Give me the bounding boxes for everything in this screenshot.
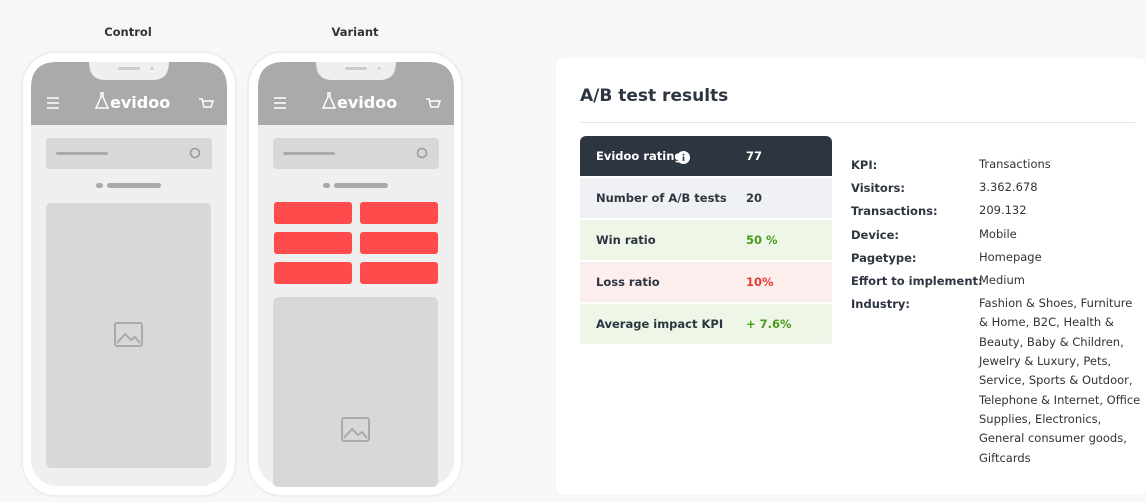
table-row: Average impact KPI + 7.6% xyxy=(580,304,832,344)
detail-key: Industry: xyxy=(851,297,910,312)
table-row: Number of A/B tests 20 xyxy=(580,178,832,218)
row-value: 10% xyxy=(746,275,774,289)
detail-value: Medium xyxy=(979,273,1025,287)
row-value: + 7.6% xyxy=(746,317,792,331)
row-label: Average impact KPI xyxy=(596,317,724,331)
detail-value: Mobile xyxy=(979,226,1017,241)
detail-value: 3.362.678 xyxy=(979,180,1038,195)
row-label: Win ratio xyxy=(596,233,656,247)
detail-value: Homepage xyxy=(979,249,1042,264)
row-label: Number of A/B tests xyxy=(596,191,727,205)
info-icon[interactable] xyxy=(677,151,690,164)
phone-label: Variant xyxy=(331,25,379,39)
logo: evidoo xyxy=(337,93,397,112)
detail-value: 209.132 xyxy=(979,203,1027,218)
detail-value: Transactions xyxy=(979,157,1051,171)
table-row: Win ratio 50 % xyxy=(580,220,832,260)
row-value: 50 % xyxy=(746,233,778,247)
results-card: A/B test results Evidoo rating 77 Number o… xyxy=(556,58,1146,495)
phones: Control Variant evidoo evidoo xyxy=(21,25,463,497)
phone-control: evidoo xyxy=(21,51,237,497)
results-title: A/B test results xyxy=(580,86,729,106)
table-row: Evidoo rating 77 xyxy=(580,136,832,176)
divider xyxy=(580,122,1135,123)
detail-value: Fashion & Shoes, Furniture & Home, B2C, … xyxy=(979,296,1141,465)
detail-key: Pagetype: xyxy=(851,250,917,265)
row-value: 20 xyxy=(746,191,763,205)
phone-variant: evidoo xyxy=(247,51,463,497)
detail-key: KPI: xyxy=(851,158,878,172)
logo: evidoo xyxy=(110,93,170,112)
row-label: Evidoo rating xyxy=(596,149,683,163)
detail-key: Effort to implement: xyxy=(851,274,983,288)
detail-key: Visitors: xyxy=(851,181,905,196)
detail-key: Transactions: xyxy=(851,204,938,219)
detail-key: Device: xyxy=(851,227,899,242)
row-label: Loss ratio xyxy=(596,275,660,289)
results-table: Evidoo rating 77 Number of A/B tests 20 Win … xyxy=(580,136,832,346)
row-value: 77 xyxy=(746,149,763,163)
table-row: Loss ratio 10% xyxy=(580,262,832,302)
phone-label: Control xyxy=(104,25,152,39)
